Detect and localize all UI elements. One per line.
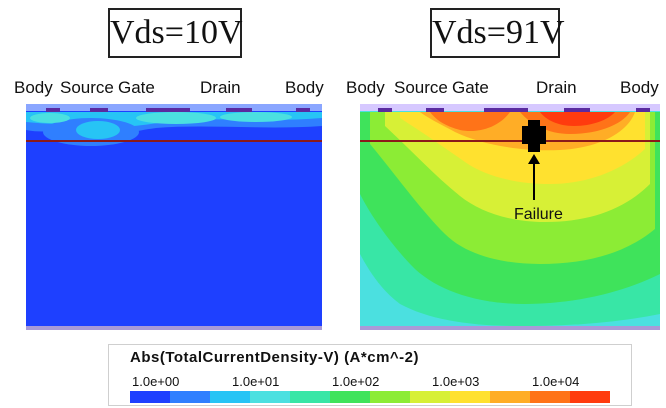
failure-marker [522, 120, 546, 152]
legend-swatch-1 [170, 391, 210, 403]
legend-colorbar [130, 391, 610, 403]
legend-title: Abs(TotalCurrentDensity-V) (A*cm^-2) [130, 349, 420, 366]
legend-swatch-2 [210, 391, 250, 403]
left-drain-lobe [220, 112, 292, 122]
right-zone-peak [540, 112, 615, 126]
left-top-strip [26, 104, 322, 111]
right-contact-drain [564, 108, 590, 112]
right-body-right-label: Body [620, 78, 659, 97]
legend-tick-0: 1.0e+00 [132, 374, 180, 389]
legend-tick-1: 1.0e+01 [232, 374, 280, 389]
legend-swatch-6 [370, 391, 410, 403]
left-bottom-strip [26, 326, 322, 330]
right-bottom-strip [360, 326, 660, 330]
left-map-svg [26, 104, 322, 330]
legend-swatch-9 [490, 391, 530, 403]
left-contact-source [90, 108, 108, 112]
left-current-density-map [26, 104, 322, 330]
failure-arrow-head [528, 154, 540, 164]
right-gate-label: Gate [452, 78, 489, 97]
left-contact-body-right [296, 108, 310, 112]
right-current-density-map [360, 104, 660, 330]
right-voltage-title: Vds=91V [430, 8, 565, 58]
right-source-label: Source [394, 78, 448, 97]
left-body-left-label: Body [14, 78, 53, 97]
right-contact-source [426, 108, 444, 112]
legend-swatch-0 [130, 391, 170, 403]
right-body-left-label: Body [346, 78, 385, 97]
legend-swatch-10 [530, 391, 570, 403]
left-source-label: Source [60, 78, 114, 97]
right-map-svg [360, 104, 660, 330]
legend-tick-2: 1.0e+02 [332, 374, 380, 389]
left-contact-gate [146, 108, 190, 112]
right-zone-source-hot [430, 112, 510, 132]
left-drain-label: Drain [200, 78, 241, 97]
right-contact-body [378, 108, 392, 112]
right-contact-gate [484, 108, 528, 112]
right-drain-label: Drain [536, 78, 577, 97]
left-contact-body [46, 108, 60, 112]
left-source-lobe-inner [76, 121, 120, 139]
legend-frame [108, 344, 632, 406]
left-body-right-label: Body [285, 78, 324, 97]
right-top-strip [360, 104, 660, 111]
legend-swatch-7 [410, 391, 450, 403]
legend-swatch-3 [250, 391, 290, 403]
legend-swatch-11 [570, 391, 610, 403]
left-gate-label: Gate [118, 78, 155, 97]
left-channel-lobe [136, 112, 216, 124]
failure-label: Failure [514, 206, 563, 223]
left-voltage-title: Vds=10V [108, 8, 243, 58]
left-contact-drain [226, 108, 252, 112]
legend-tick-4: 1.0e+04 [532, 374, 580, 389]
legend-swatch-5 [330, 391, 370, 403]
right-contact-body-right [636, 108, 650, 112]
legend-tick-3: 1.0e+03 [432, 374, 480, 389]
legend-swatch-8 [450, 391, 490, 403]
legend-swatch-4 [290, 391, 330, 403]
left-body-lobe [30, 113, 70, 123]
